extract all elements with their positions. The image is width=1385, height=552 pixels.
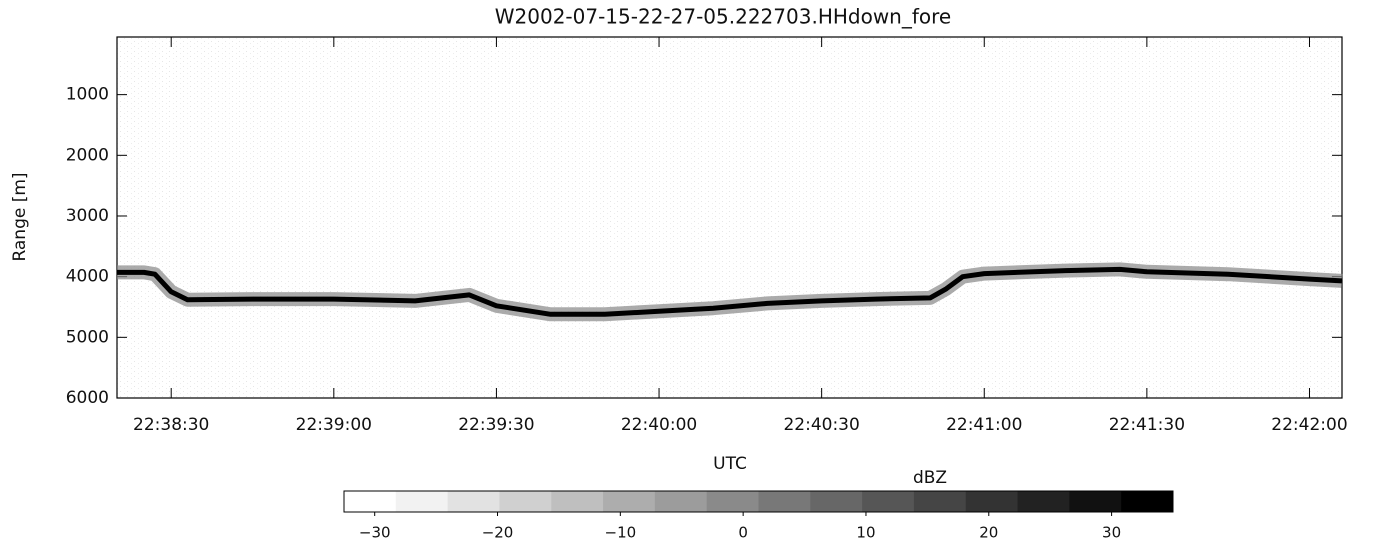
x-tick-label: 22:41:00 [946,415,1022,435]
y-tick-label: 2000 [66,145,109,165]
y-tick-label: 3000 [66,206,109,226]
colorbar-swatch [1121,491,1174,512]
y-axis-label: Range [m] [10,172,30,261]
colorbar-swatch [758,491,811,512]
x-tick-label: 22:40:00 [621,415,697,435]
y-tick-label: 4000 [66,267,109,287]
y-tick-label: 1000 [66,85,109,105]
x-tick-label: 22:38:30 [133,415,209,435]
x-tick-label: 22:39:30 [458,415,534,435]
colorbar-tick-label: 30 [1102,524,1121,542]
colorbar-swatch [395,491,449,512]
x-tick-label: 22:41:30 [1109,415,1185,435]
colorbar-tick-label: −30 [359,524,391,542]
colorbar-tick-label: 10 [856,524,875,542]
y-tick-label: 5000 [66,327,109,347]
colorbar-title: dBZ [913,468,947,488]
x-axis-label: UTC [713,454,747,474]
colorbar-swatch [810,491,863,512]
colorbar-tick-label: −10 [605,524,637,542]
colorbar-swatch [654,491,708,512]
colorbar-swatch [603,491,656,512]
chart-title: W2002-07-15-22-27-05.222703.HHdown_fore [495,5,951,29]
colorbar-swatch [965,491,1019,512]
x-tick-label: 22:39:00 [296,415,372,435]
colorbar-tick-label: 0 [738,524,748,542]
x-tick-label: 22:40:30 [783,415,859,435]
plot-frame [116,36,1343,399]
colorbar-swatch [913,491,967,512]
colorbar-swatch [1069,491,1122,512]
colorbar-swatch [447,491,500,512]
colorbar-tick-label: −20 [482,524,514,542]
colorbar-swatch [706,491,759,512]
colorbar-swatch [1017,491,1070,512]
colorbar-swatch [862,491,915,512]
colorbar-frame [343,490,1174,513]
background-noise [117,37,1342,398]
colorbar-swatch [551,491,604,512]
y-tick-label: 6000 [66,388,109,408]
colorbar-swatch [499,491,552,512]
surface-echo [117,266,1343,317]
x-tick-label: 22:42:00 [1271,415,1347,435]
colorbar-swatch [344,491,397,512]
colorbar-tick-label: 20 [979,524,998,542]
